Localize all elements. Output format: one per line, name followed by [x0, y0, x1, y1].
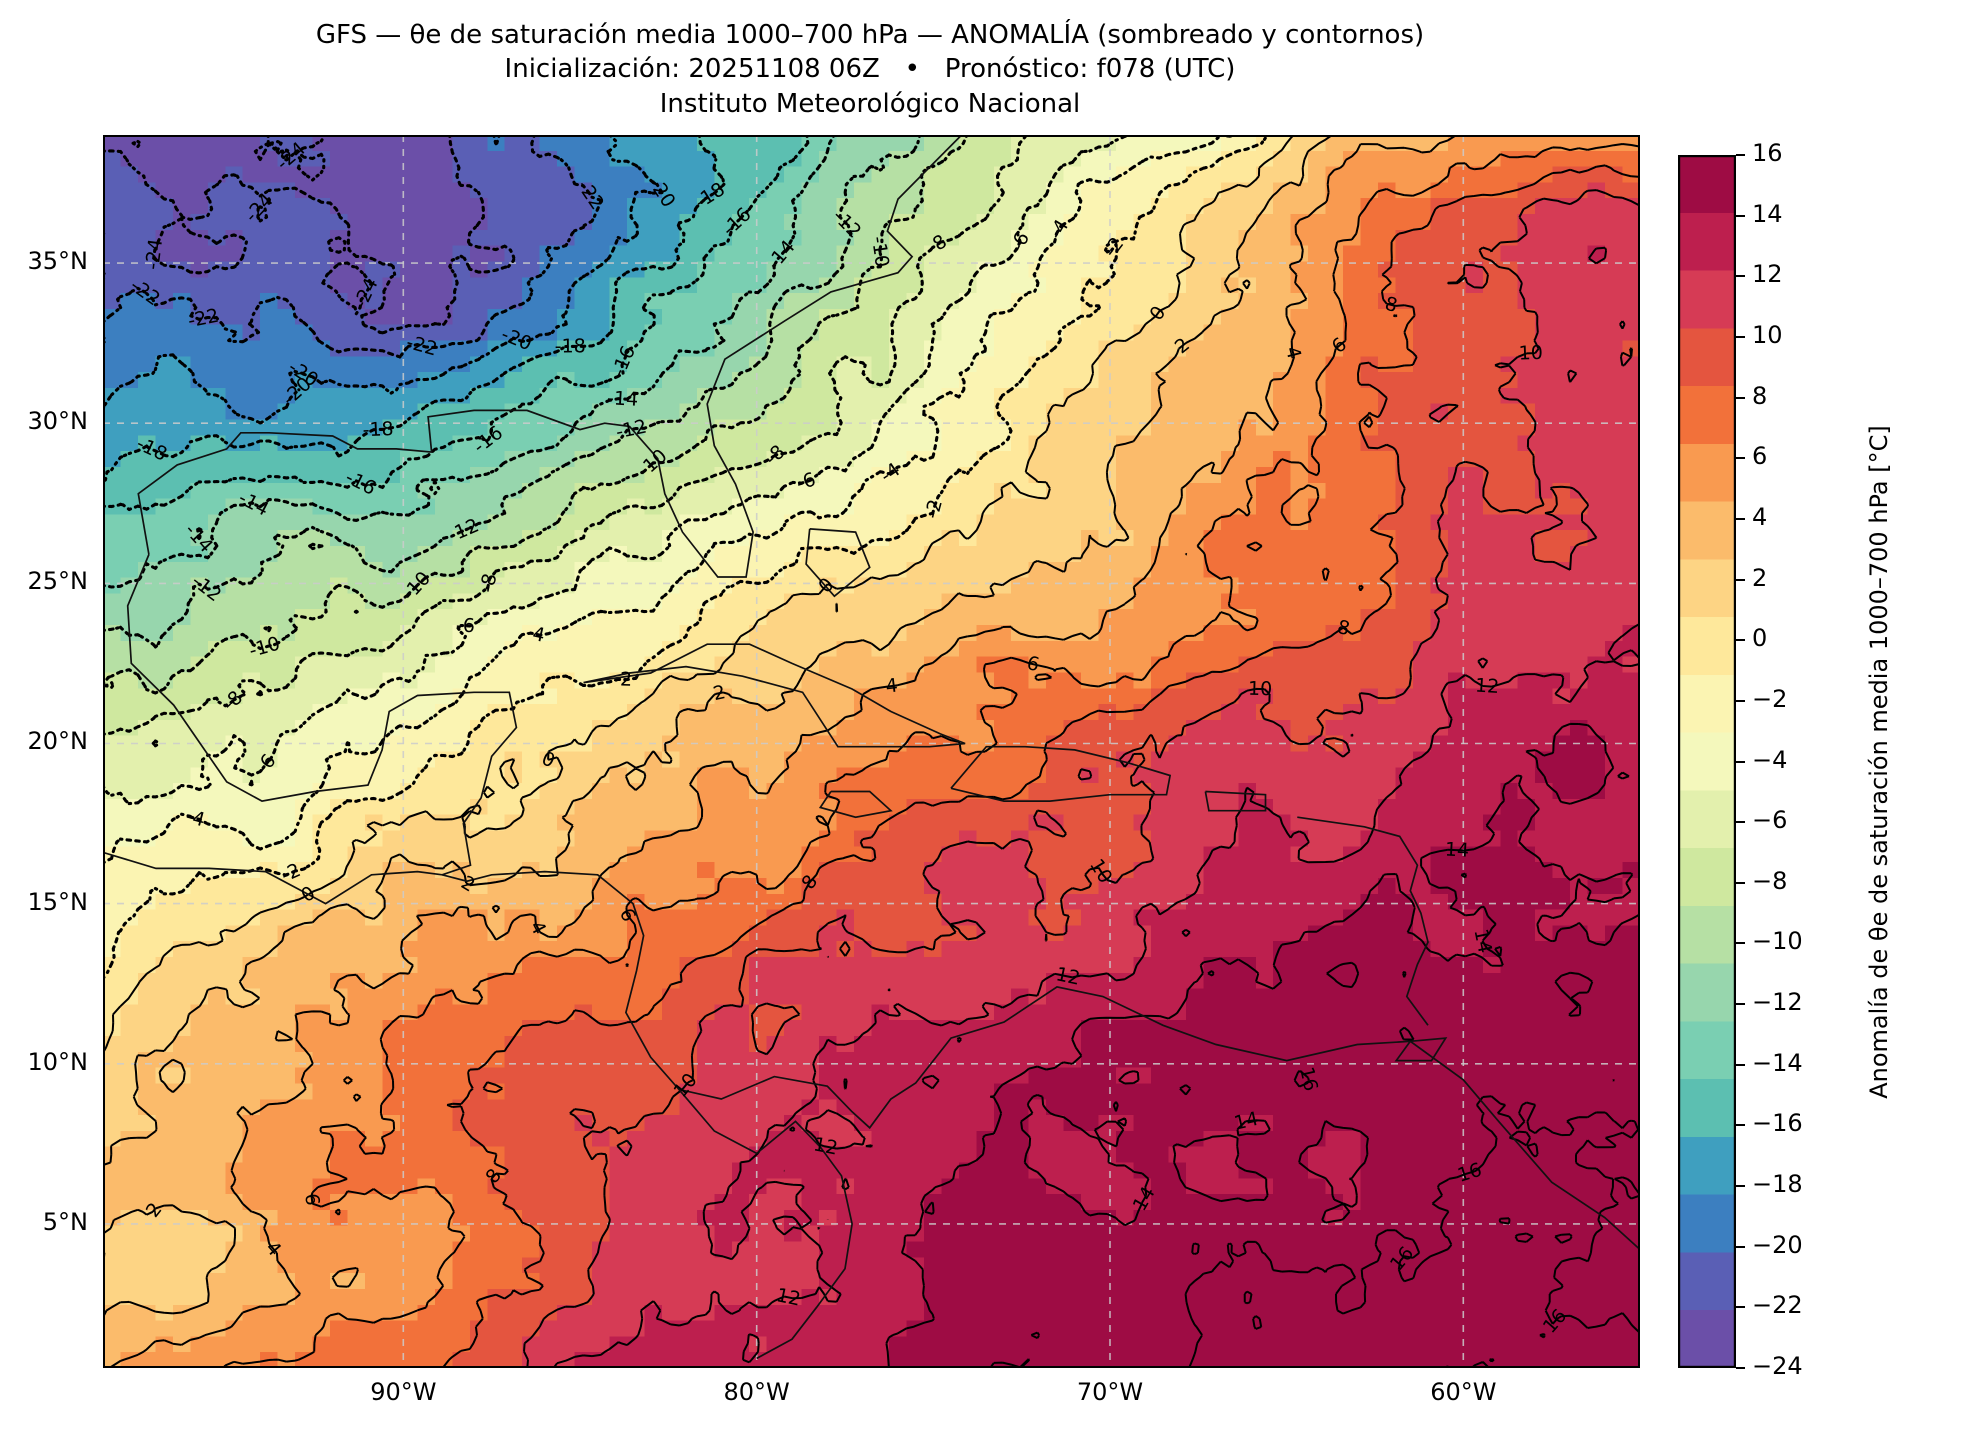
- coastlines: [103, 135, 1640, 1360]
- colorbar-tick-mark: [1736, 578, 1745, 581]
- colorbar-tick-label: −6: [1752, 806, 1788, 835]
- colorbar-tick-mark: [1736, 214, 1745, 217]
- colorbar-tick-mark: [1736, 275, 1745, 278]
- x-axis-tick-label: 90°W: [370, 1378, 437, 1406]
- y-axis-tick-label: 20°N: [27, 727, 89, 756]
- colorbar-tick-label: 16: [1752, 139, 1783, 167]
- y-axis-tick-label: 25°N: [27, 567, 89, 596]
- colorbar-tick-label: −24: [1752, 1352, 1803, 1380]
- colorbar-tick-mark: [1736, 1124, 1745, 1127]
- colorbar-tick-mark: [1736, 1306, 1745, 1309]
- colorbar-tick-mark: [1736, 760, 1745, 763]
- chart-title-block: GFS — θe de saturación media 1000–700 hP…: [0, 18, 1740, 121]
- colorbar-tick-mark: [1736, 154, 1745, 156]
- colorbar-tick-label: 2: [1752, 563, 1768, 592]
- colorbar-tick-mark: [1736, 335, 1745, 338]
- lat-lon-gridlines: [103, 135, 1640, 1368]
- x-axis-tick-label: 60°W: [1430, 1378, 1497, 1406]
- colorbar-tick-label: −4: [1752, 745, 1788, 774]
- page-title: GFS — θe de saturación media 1000–700 hP…: [315, 20, 1425, 50]
- colorbar-tick-label: −18: [1752, 1170, 1803, 1199]
- chart-subtitle-init-forecast: Inicialización: 20251108 06Z • Pronóstic…: [504, 54, 1236, 85]
- colorbar-tick-label: 14: [1752, 199, 1783, 228]
- colorbar-tick-mark: [1736, 396, 1745, 399]
- colorbar-tick-label: −12: [1752, 988, 1803, 1017]
- y-axis-tick-label: 35°N: [27, 247, 89, 276]
- map-plot-area[interactable]: -24 -24 -24 -24 -22 -22 -22 -22 -20 -20 -20 -20 -18-…: [103, 135, 1640, 1368]
- colorbar-tick-mark: [1736, 639, 1745, 642]
- colorbar-tick-mark: [1736, 1185, 1745, 1188]
- colorbar-tick-label: −22: [1752, 1291, 1803, 1320]
- colorbar-tick-label: 6: [1752, 442, 1768, 471]
- colorbar-tick-label: −20: [1752, 1230, 1803, 1259]
- colorbar-tick-label: −16: [1752, 1109, 1803, 1138]
- colorbar-tick-label: −8: [1752, 866, 1788, 895]
- x-axis-tick-label: 80°W: [723, 1378, 790, 1406]
- y-axis-tick-label: 30°N: [27, 407, 89, 436]
- colorbar-tick-mark: [1736, 1003, 1745, 1006]
- colorbar-tick-mark: [1736, 1367, 1745, 1369]
- colorbar-label-text: Anomalía de θe de saturación media 1000–…: [1865, 424, 1893, 1099]
- y-axis-tick-label: 15°N: [27, 887, 89, 916]
- colorbar-tick-label: 4: [1752, 502, 1768, 531]
- colorbar-tick-mark: [1736, 517, 1745, 520]
- y-axis-tick-label: 10°N: [27, 1047, 89, 1076]
- colorbar-tick-label: 0: [1752, 624, 1768, 653]
- colorbar-tick-mark: [1736, 821, 1745, 824]
- x-axis-tick-label: 70°W: [1076, 1378, 1144, 1406]
- colorbar[interactable]: [1678, 155, 1736, 1368]
- y-axis-tick-label: 5°N: [42, 1207, 88, 1236]
- colorbar-tick-label: 10: [1752, 320, 1783, 349]
- contour-lines: [103, 135, 1640, 1368]
- colorbar-tick-mark: [1736, 881, 1745, 884]
- colorbar-tick-mark: [1736, 457, 1745, 460]
- shaded-anomaly-field: [103, 135, 1640, 1368]
- colorbar-tick-mark: [1736, 699, 1745, 702]
- colorbar-tick-mark: [1736, 942, 1745, 945]
- colorbar-tick-mark: [1736, 1245, 1745, 1248]
- colorbar-tick-label: −14: [1752, 1048, 1803, 1077]
- colorbar-swatches: [1678, 155, 1736, 1368]
- colorbar-tick-mark: [1736, 1063, 1745, 1066]
- chart-subtitle-institution: Instituto Meteorológico Nacional: [659, 88, 1081, 119]
- colorbar-tick-label: −10: [1752, 927, 1803, 956]
- axes-frame: [103, 135, 1640, 1368]
- colorbar-tick-label: 12: [1752, 260, 1783, 289]
- colorbar-axis-label: Anomalía de θe de saturación media 1000–…: [1862, 155, 1896, 1368]
- colorbar-tick-label: −2: [1752, 684, 1788, 713]
- colorbar-tick-label: 8: [1752, 381, 1768, 410]
